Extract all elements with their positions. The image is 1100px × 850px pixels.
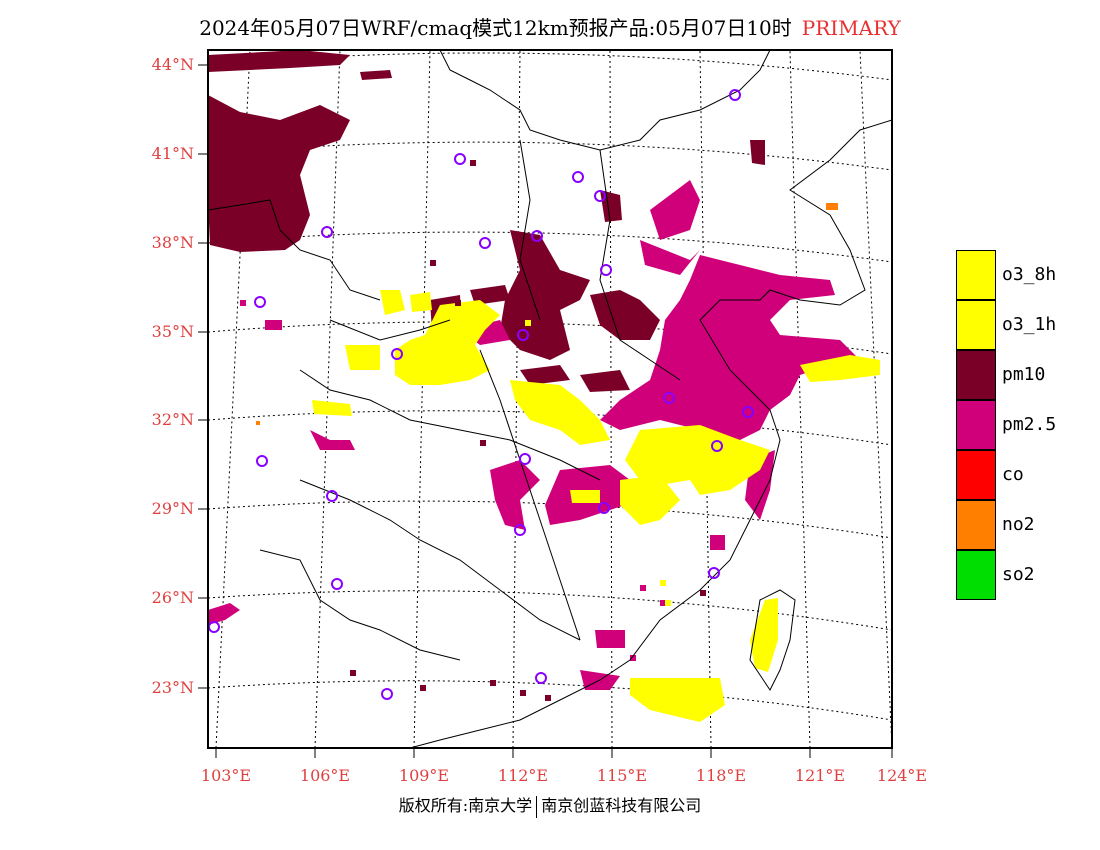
legend-label: pm10	[1002, 364, 1046, 385]
station-marker	[254, 296, 266, 308]
legend-label: no2	[1002, 514, 1035, 535]
station-marker	[391, 348, 403, 360]
map-frame	[207, 49, 893, 749]
lon-label: 112°E	[497, 766, 549, 785]
pm10-regions	[208, 50, 765, 392]
lon-label: 109°E	[398, 766, 450, 785]
station-marker	[600, 264, 612, 276]
station-marker	[535, 672, 547, 684]
station-marker	[711, 440, 723, 452]
lat-label: 38°N	[151, 233, 194, 252]
copyright-left: 版权所有:南京大学	[398, 796, 533, 815]
station-marker	[321, 226, 333, 238]
legend-label: so2	[1002, 564, 1035, 585]
legend-swatch	[956, 250, 996, 300]
lat-label: 44°N	[151, 55, 194, 74]
station-marker	[594, 190, 606, 202]
boundaries	[208, 50, 892, 748]
station-marker	[208, 621, 220, 633]
lat-label: 26°N	[151, 588, 194, 607]
legend-item-so2: so2	[956, 550, 1100, 600]
legend-label: o3_8h	[1002, 264, 1057, 285]
legend-item-o3-8h: o3_8h	[956, 250, 1100, 300]
station-marker	[572, 171, 584, 183]
o3-regions	[312, 290, 880, 722]
scattered-cells	[240, 160, 838, 701]
station-marker	[729, 89, 741, 101]
station-marker	[742, 406, 754, 418]
lat-label: 29°N	[151, 499, 194, 518]
legend-swatch	[956, 550, 996, 600]
legend-item-pm10: pm10	[956, 350, 1100, 400]
copyright-right: 南京创蓝科技有限公司	[541, 796, 702, 815]
legend-swatch	[956, 500, 996, 550]
copyright-footer: 版权所有:南京大学 南京创蓝科技有限公司	[0, 792, 1100, 818]
station-marker	[517, 329, 529, 341]
station-marker	[708, 567, 720, 579]
legend-label: co	[1002, 464, 1024, 485]
legend-swatch	[956, 350, 996, 400]
station-marker	[531, 230, 543, 242]
lat-label: 41°N	[151, 144, 194, 163]
legend-label: pm2.5	[1002, 414, 1057, 435]
axis-ticks	[198, 64, 893, 758]
lat-label: 23°N	[151, 678, 194, 697]
legend-item-co: co	[956, 450, 1100, 500]
legend-item-o3-1h: o3_1h	[956, 300, 1100, 350]
map-title: 2024年05月07日WRF/cmaq模式12km预报产品:05月07日10时 P…	[0, 12, 1100, 41]
lat-label: 35°N	[151, 322, 194, 341]
title-tag: PRIMARY	[801, 16, 901, 40]
legend-swatch	[956, 400, 996, 450]
lat-label: 32°N	[151, 410, 194, 429]
graticule	[208, 50, 892, 748]
station-marker	[479, 237, 491, 249]
lon-label: 103°E	[200, 766, 252, 785]
map-content	[208, 50, 892, 748]
station-marker	[519, 453, 531, 465]
station-marker	[663, 392, 675, 404]
lon-label: 118°E	[695, 766, 747, 785]
legend-swatch	[956, 450, 996, 500]
station-marker	[256, 455, 268, 467]
station-marker	[514, 524, 526, 536]
station-marker	[326, 490, 338, 502]
lon-label: 106°E	[299, 766, 351, 785]
station-marker	[381, 688, 393, 700]
lon-label: 121°E	[794, 766, 846, 785]
station-marker	[598, 502, 610, 514]
legend-swatch	[956, 300, 996, 350]
legend-item-pm25: pm2.5	[956, 400, 1100, 450]
copyright-separator	[536, 795, 538, 818]
station-marker	[331, 578, 343, 590]
legend-item-no2: no2	[956, 500, 1100, 550]
legend-label: o3_1h	[1002, 314, 1057, 335]
title-main: 2024年05月07日WRF/cmaq模式12km预报产品:05月07日10时	[199, 16, 792, 40]
lon-label: 115°E	[596, 766, 648, 785]
station-marker	[454, 153, 466, 165]
lon-label: 124°E	[876, 766, 928, 785]
